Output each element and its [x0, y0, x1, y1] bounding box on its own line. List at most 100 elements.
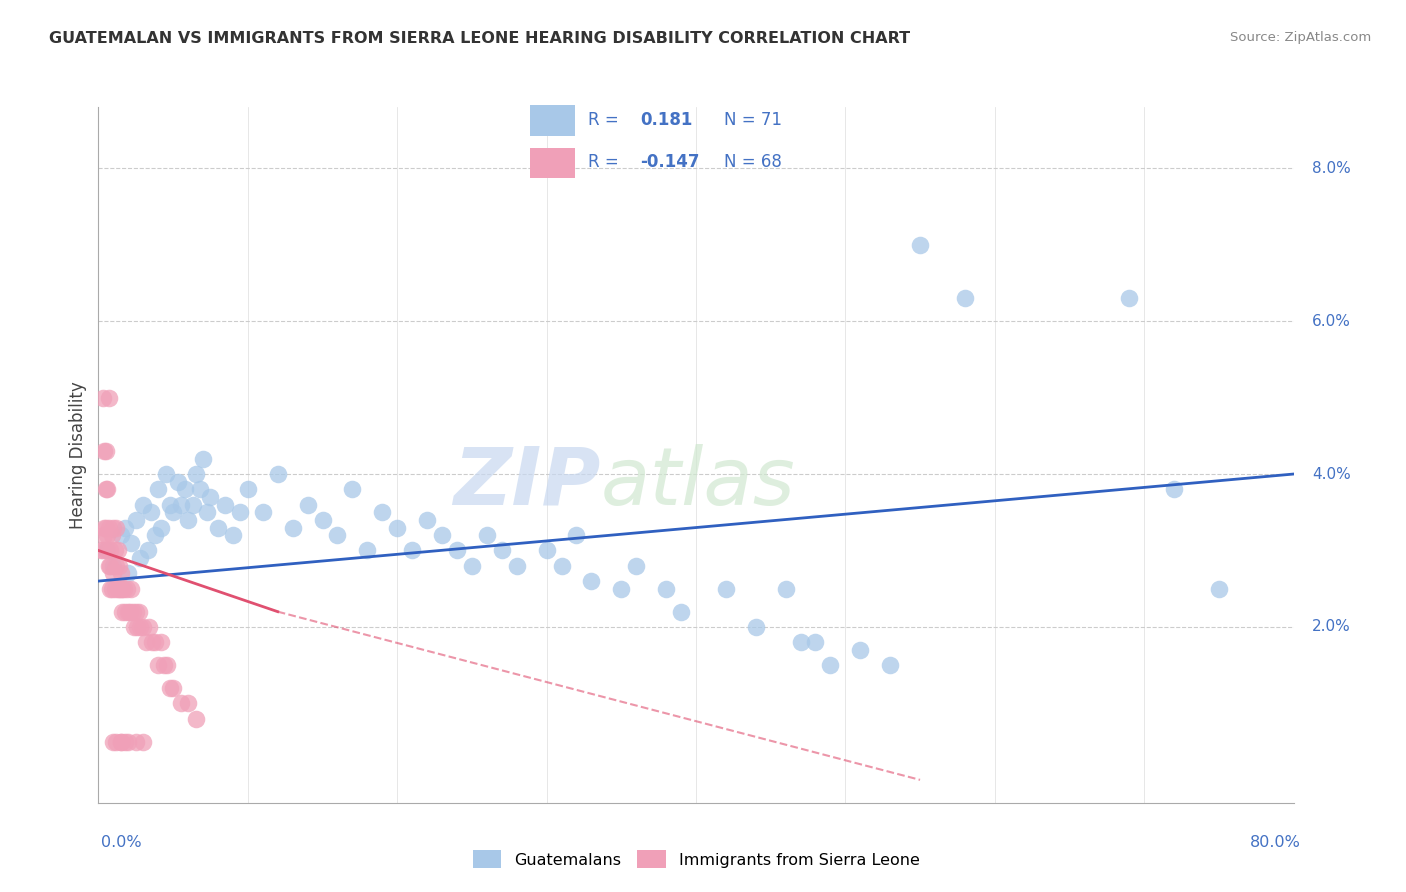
Point — [953, 291, 976, 305]
Point — [129, 551, 152, 566]
Point — [118, 605, 141, 619]
Point — [94, 483, 117, 497]
Point — [150, 520, 173, 534]
Text: R =: R = — [588, 153, 624, 171]
Point — [125, 605, 148, 619]
Point — [101, 582, 124, 596]
Point — [124, 620, 146, 634]
Point — [105, 734, 128, 748]
Point — [115, 582, 138, 596]
Text: 80.0%: 80.0% — [1250, 836, 1301, 850]
Point — [191, 451, 214, 466]
Text: ZIP: ZIP — [453, 443, 600, 522]
Point — [105, 558, 128, 573]
Point — [401, 543, 423, 558]
Text: atlas: atlas — [600, 443, 796, 522]
Point — [177, 513, 200, 527]
Point — [166, 475, 188, 489]
Point — [150, 635, 173, 649]
Y-axis label: Hearing Disability: Hearing Disability — [69, 381, 87, 529]
Point — [143, 635, 166, 649]
Text: 0.0%: 0.0% — [101, 836, 142, 850]
Point — [90, 543, 112, 558]
Point — [297, 498, 319, 512]
Legend: Guatemalans, Immigrants from Sierra Leone: Guatemalans, Immigrants from Sierra Leon… — [467, 844, 925, 875]
Point — [550, 558, 572, 573]
Point — [371, 505, 394, 519]
Point — [430, 528, 453, 542]
Point — [169, 697, 191, 711]
Point — [125, 734, 148, 748]
Point — [565, 528, 588, 542]
Point — [112, 582, 135, 596]
Point — [214, 498, 236, 512]
Point — [110, 734, 132, 748]
Point — [169, 498, 191, 512]
Point — [121, 605, 143, 619]
Point — [416, 513, 439, 527]
Point — [120, 582, 142, 596]
Point — [849, 643, 872, 657]
Point — [281, 520, 304, 534]
Point — [156, 658, 179, 673]
Point — [153, 658, 176, 673]
Point — [93, 444, 115, 458]
Point — [105, 520, 128, 534]
Point — [610, 582, 633, 596]
Point — [229, 505, 252, 519]
Point — [222, 528, 245, 542]
Point — [174, 483, 197, 497]
Point — [267, 467, 290, 481]
Point — [143, 528, 166, 542]
Text: 8.0%: 8.0% — [1312, 161, 1351, 176]
Text: N = 71: N = 71 — [724, 112, 782, 129]
Point — [101, 528, 124, 542]
Point — [236, 483, 259, 497]
Text: 4.0%: 4.0% — [1312, 467, 1351, 482]
Point — [162, 505, 184, 519]
Point — [97, 520, 120, 534]
Point — [94, 520, 117, 534]
Point — [117, 566, 139, 581]
Point — [96, 483, 118, 497]
Point — [98, 558, 122, 573]
Point — [128, 605, 150, 619]
Point — [311, 513, 333, 527]
Point — [114, 520, 136, 534]
Point — [114, 605, 136, 619]
Point — [148, 658, 170, 673]
Point — [120, 536, 142, 550]
Point — [111, 582, 134, 596]
Point — [714, 582, 737, 596]
Point — [110, 734, 132, 748]
Bar — [530, 148, 575, 178]
Point — [94, 444, 117, 458]
Point — [129, 620, 152, 634]
Point — [138, 620, 160, 634]
Text: GUATEMALAN VS IMMIGRANTS FROM SIERRA LEONE HEARING DISABILITY CORRELATION CHART: GUATEMALAN VS IMMIGRANTS FROM SIERRA LEO… — [49, 31, 910, 46]
Point — [879, 658, 901, 673]
Point — [132, 498, 155, 512]
Text: R =: R = — [588, 112, 619, 129]
Point — [789, 635, 811, 649]
Point — [110, 566, 132, 581]
Point — [446, 543, 468, 558]
Point — [820, 658, 842, 673]
Text: Source: ZipAtlas.com: Source: ZipAtlas.com — [1230, 31, 1371, 45]
Point — [207, 520, 229, 534]
Point — [108, 582, 131, 596]
Point — [252, 505, 274, 519]
Point — [181, 498, 204, 512]
Point — [326, 528, 349, 542]
Point — [148, 483, 170, 497]
Point — [506, 558, 529, 573]
Point — [745, 620, 768, 634]
Text: 6.0%: 6.0% — [1312, 314, 1351, 328]
Point — [200, 490, 222, 504]
Point — [908, 237, 931, 252]
Point — [139, 505, 162, 519]
Point — [197, 505, 219, 519]
Point — [581, 574, 603, 588]
Point — [117, 734, 139, 748]
Point — [97, 391, 120, 405]
